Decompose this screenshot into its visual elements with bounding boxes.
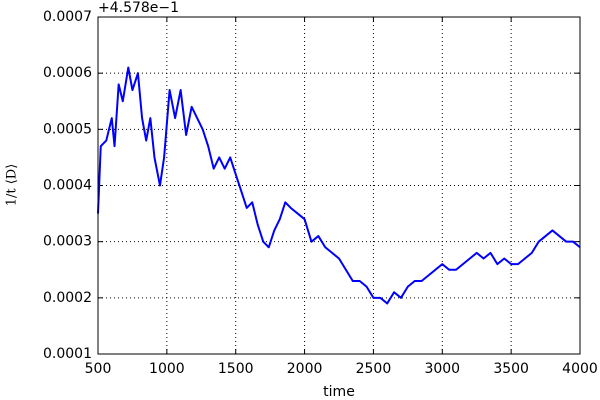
x-tick-label: 4000 [562,361,598,377]
y-tick-label: 0.0001 [43,346,92,362]
x-axis-label: time [323,384,355,400]
y-tick-label: 0.0004 [43,178,92,194]
x-tick-label: 500 [85,361,112,377]
x-tick-label: 1000 [149,361,185,377]
offset-label: +4.578e−1 [98,0,179,16]
x-tick-label: 3000 [424,361,460,377]
x-tick-label: 3500 [493,361,529,377]
y-tick-label: 0.0005 [43,121,92,137]
y-tick-label: 0.0003 [43,234,92,250]
x-tick-label: 2000 [287,361,323,377]
y-tick-label: 0.0007 [43,9,92,25]
data-line [97,66,581,305]
plot-frame [97,16,581,355]
y-tick-label: 0.0006 [43,65,92,81]
y-tick-label: 0.0002 [43,290,92,306]
x-tick-label: 1500 [218,361,254,377]
x-tick-label: 2500 [356,361,392,377]
y-axis-label: 1/t ⟨D⟩ [5,164,20,207]
